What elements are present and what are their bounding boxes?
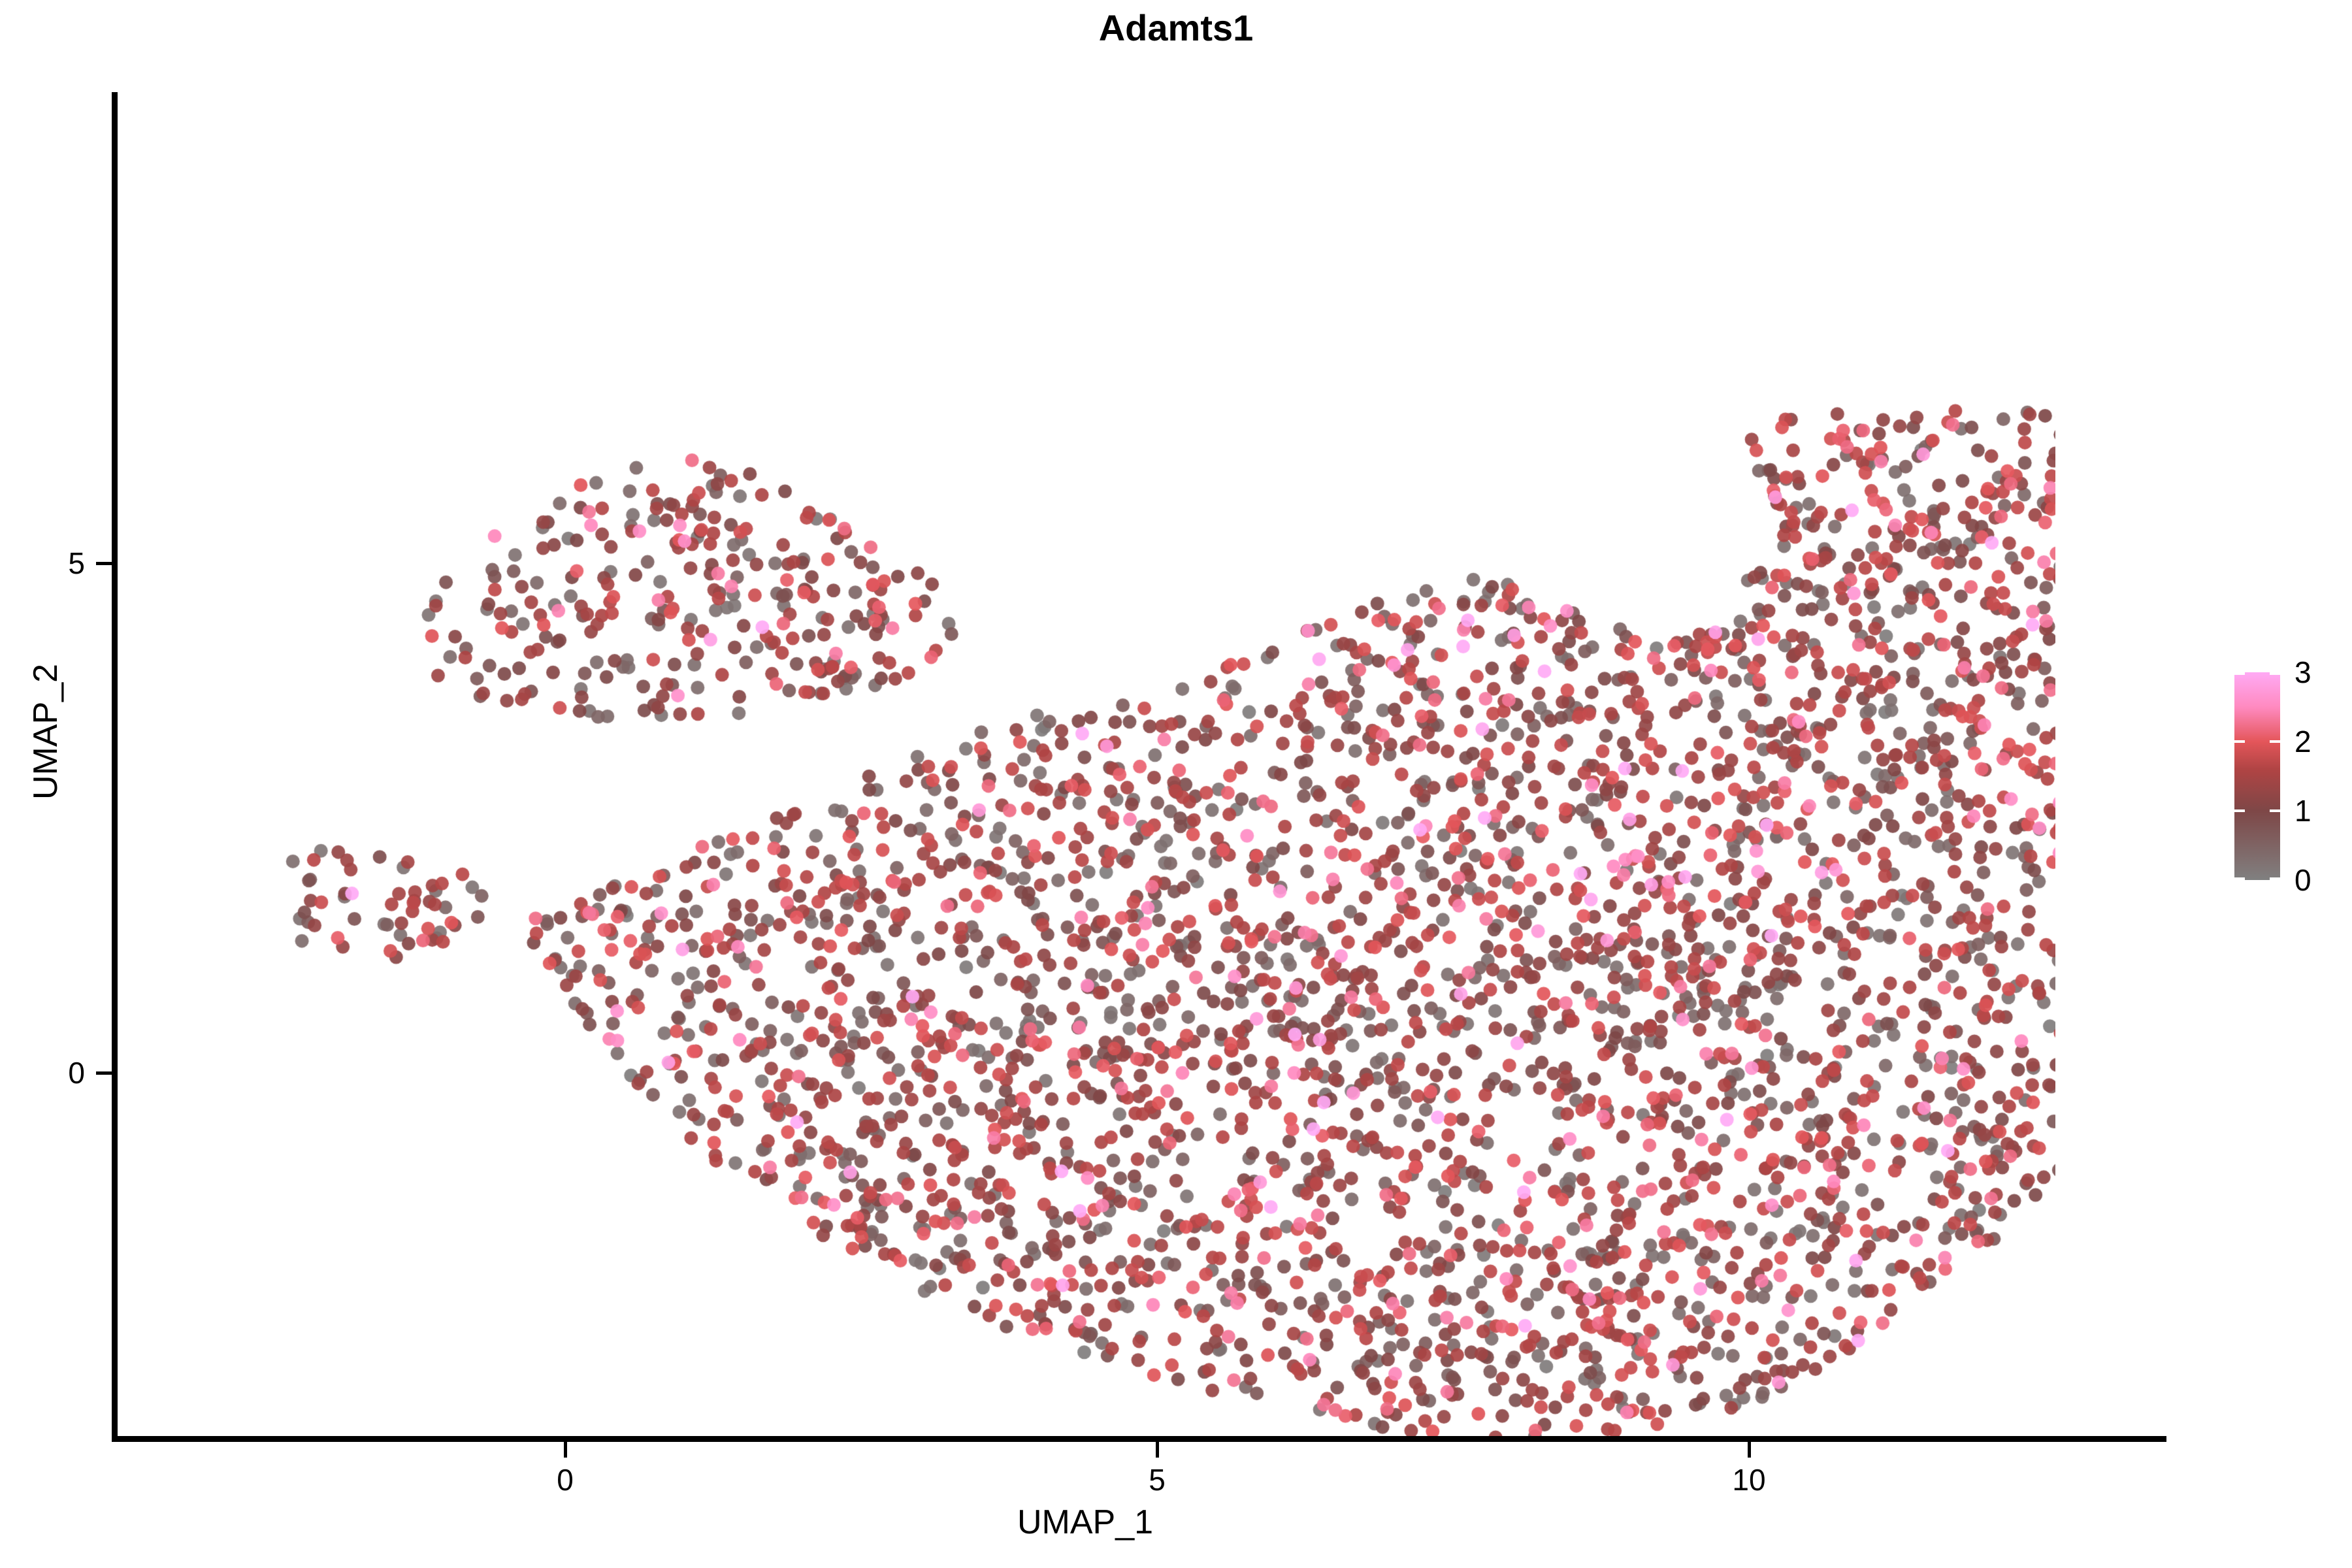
- x-tick-mark: [564, 1442, 567, 1458]
- x-tick-label: 10: [1732, 1463, 1766, 1497]
- colorbar-tick-label: 1: [2295, 794, 2311, 828]
- y-tick-label: 0: [68, 1056, 85, 1090]
- y-tick-mark: [96, 562, 112, 565]
- x-axis-line: [112, 1436, 2166, 1442]
- scatter-points-layer: [115, 92, 2055, 1439]
- colorbar-tick-label: 3: [2295, 655, 2311, 689]
- colorbar-tick-mark: [2234, 809, 2245, 812]
- y-axis-line: [112, 92, 118, 1442]
- colorbar-tick-mark: [2270, 877, 2280, 880]
- y-tick-mark: [96, 1071, 112, 1075]
- x-tick-label: 0: [557, 1463, 574, 1497]
- colorbar-tick-label: 0: [2295, 863, 2311, 897]
- x-tick-label: 5: [1149, 1463, 1166, 1497]
- colorbar-gradient: [2234, 672, 2280, 880]
- plot-panel: [115, 92, 2055, 1439]
- colorbar-tick-mark: [2234, 740, 2245, 743]
- colorbar-tick-mark: [2270, 809, 2280, 812]
- y-tick-label: 5: [68, 546, 85, 580]
- colorbar-tick-mark: [2270, 740, 2280, 743]
- colorbar-tick-label: 2: [2295, 725, 2311, 759]
- colorbar-tick-mark: [2234, 672, 2245, 675]
- colorbar-tick-mark: [2234, 877, 2245, 880]
- colorbar-legend: 3 2 1 0: [2234, 655, 2339, 897]
- page-title: Adamts1: [1098, 7, 1254, 48]
- x-tick-mark: [1748, 1442, 1751, 1458]
- colorbar-tick-mark: [2270, 672, 2280, 675]
- x-axis-title: UMAP_1: [1017, 1503, 1154, 1541]
- y-axis-title: UMAP_2: [27, 663, 65, 800]
- x-tick-mark: [1156, 1442, 1159, 1458]
